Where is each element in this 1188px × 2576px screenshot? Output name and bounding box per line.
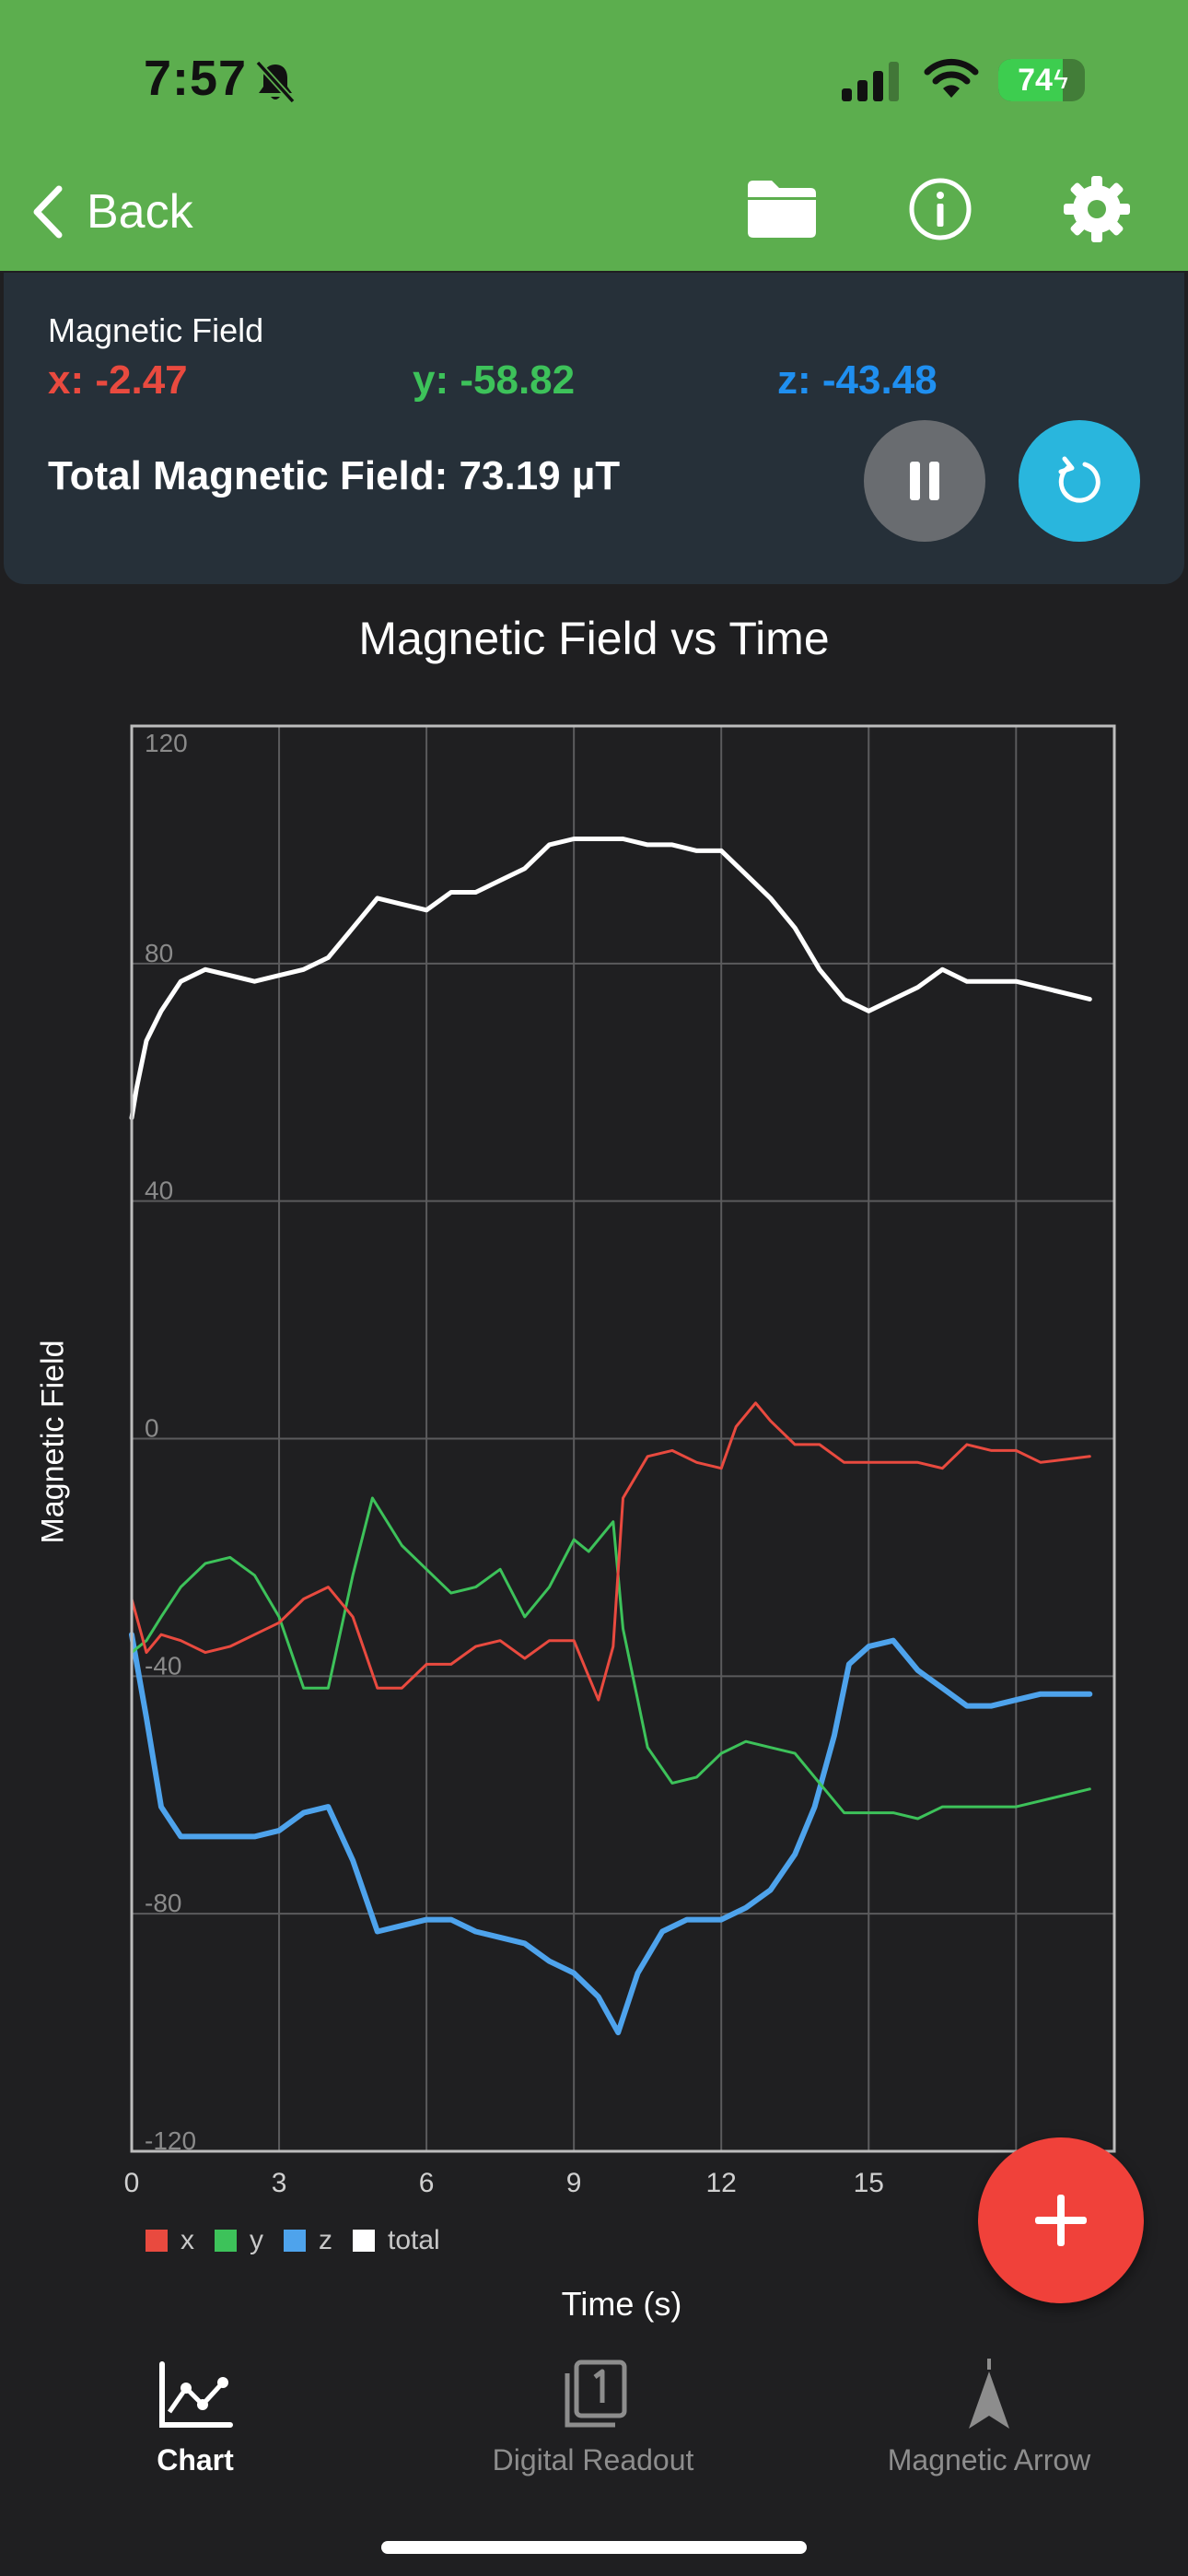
legend-label-x: x bbox=[181, 2225, 194, 2255]
plot-frame bbox=[130, 724, 1116, 2153]
x-tick-label: 3 bbox=[272, 2168, 287, 2198]
series-line-y bbox=[130, 1496, 1091, 1821]
folder-icon[interactable] bbox=[744, 173, 820, 243]
series-line-total bbox=[129, 837, 1092, 1120]
info-icon[interactable] bbox=[908, 177, 973, 241]
legend-label-y: y bbox=[250, 2225, 263, 2255]
add-button[interactable] bbox=[978, 2137, 1144, 2303]
pause-icon bbox=[910, 462, 939, 500]
legend-swatch-x bbox=[146, 2230, 168, 2252]
app-header: 7:57 74 ϟ Back bbox=[0, 0, 1188, 271]
reset-icon bbox=[1058, 456, 1101, 503]
battery-percent: 74 bbox=[1018, 63, 1053, 98]
y-axis-label: Magnetic Field bbox=[35, 1340, 71, 1544]
x-tick-label: 6 bbox=[419, 2168, 435, 2198]
tab-chart-label: Chart bbox=[157, 2443, 234, 2476]
x-tick-label: 15 bbox=[854, 2168, 884, 2198]
y-tick-label: 80 bbox=[145, 939, 173, 967]
chart-legend: x y z total bbox=[146, 2225, 440, 2256]
plus-icon bbox=[1035, 2195, 1087, 2246]
legend-label-z: z bbox=[319, 2225, 332, 2255]
x-tick-label: 9 bbox=[566, 2168, 582, 2198]
wifi-icon bbox=[924, 58, 979, 98]
series-line-x bbox=[130, 1401, 1091, 1702]
legend-swatch-z bbox=[284, 2230, 306, 2252]
battery-fill bbox=[998, 59, 1063, 101]
y-tick-label: -80 bbox=[145, 1889, 181, 1917]
tab-chart[interactable]: Chart bbox=[11, 2359, 379, 2506]
x-value: x: -2.47 bbox=[48, 357, 188, 403]
legend-item-x: x bbox=[146, 2225, 194, 2256]
x-axis-label: Time (s) bbox=[561, 2285, 682, 2323]
tab-magnetic-arrow[interactable]: Magnetic Arrow bbox=[805, 2359, 1173, 2506]
legend-swatch-total bbox=[353, 2230, 375, 2252]
battery-indicator: 74 ϟ bbox=[998, 59, 1085, 101]
z-value: z: -43.48 bbox=[777, 357, 938, 403]
tab-magnetic-arrow-label: Magnetic Arrow bbox=[887, 2443, 1091, 2476]
legend-item-total: total bbox=[353, 2225, 440, 2256]
tab-digital-readout[interactable]: Digital Readout bbox=[409, 2359, 777, 2506]
home-indicator bbox=[381, 2541, 807, 2554]
x-tick-label: 12 bbox=[706, 2168, 737, 2198]
back-button[interactable]: Back bbox=[29, 175, 193, 249]
chevron-left-icon bbox=[33, 185, 63, 239]
legend-swatch-y bbox=[215, 2230, 237, 2252]
line-chart-icon bbox=[159, 2361, 233, 2428]
charging-bolt-icon: ϟ bbox=[1054, 64, 1068, 95]
navigation-arrow-icon bbox=[969, 2359, 1009, 2429]
silent-bell-icon bbox=[255, 60, 296, 104]
legend-item-y: y bbox=[215, 2225, 263, 2256]
y-tick-label: 120 bbox=[145, 729, 188, 757]
readout-card: Magnetic Field x: -2.47 y: -58.82 z: -43… bbox=[4, 273, 1184, 584]
legend-label-total: total bbox=[388, 2225, 440, 2255]
readout-title: Magnetic Field bbox=[48, 311, 264, 349]
chart-grid bbox=[132, 725, 1114, 2152]
x-tick-label: 0 bbox=[124, 2168, 140, 2198]
y-tick-label: 40 bbox=[145, 1177, 173, 1205]
total-field-label: Total Magnetic Field: 73.19 µT bbox=[48, 453, 621, 498]
chart-title: Magnetic Field vs Time bbox=[358, 613, 830, 664]
y-tick-label: -40 bbox=[145, 1651, 181, 1680]
pause-button[interactable] bbox=[864, 420, 985, 542]
digital-readout-icon bbox=[565, 2359, 627, 2428]
status-time: 7:57 bbox=[144, 51, 248, 106]
series-line-z bbox=[129, 1632, 1093, 2036]
cellular-signal-icon bbox=[842, 62, 899, 101]
y-tick-label: 0 bbox=[145, 1414, 159, 1443]
reset-button[interactable] bbox=[1019, 420, 1140, 542]
legend-item-z: z bbox=[284, 2225, 332, 2256]
chart-lines bbox=[129, 837, 1093, 2036]
gear-icon[interactable] bbox=[1063, 175, 1131, 243]
y-value: y: -58.82 bbox=[413, 357, 576, 403]
tab-digital-readout-label: Digital Readout bbox=[492, 2443, 694, 2476]
back-label: Back bbox=[87, 185, 193, 239]
